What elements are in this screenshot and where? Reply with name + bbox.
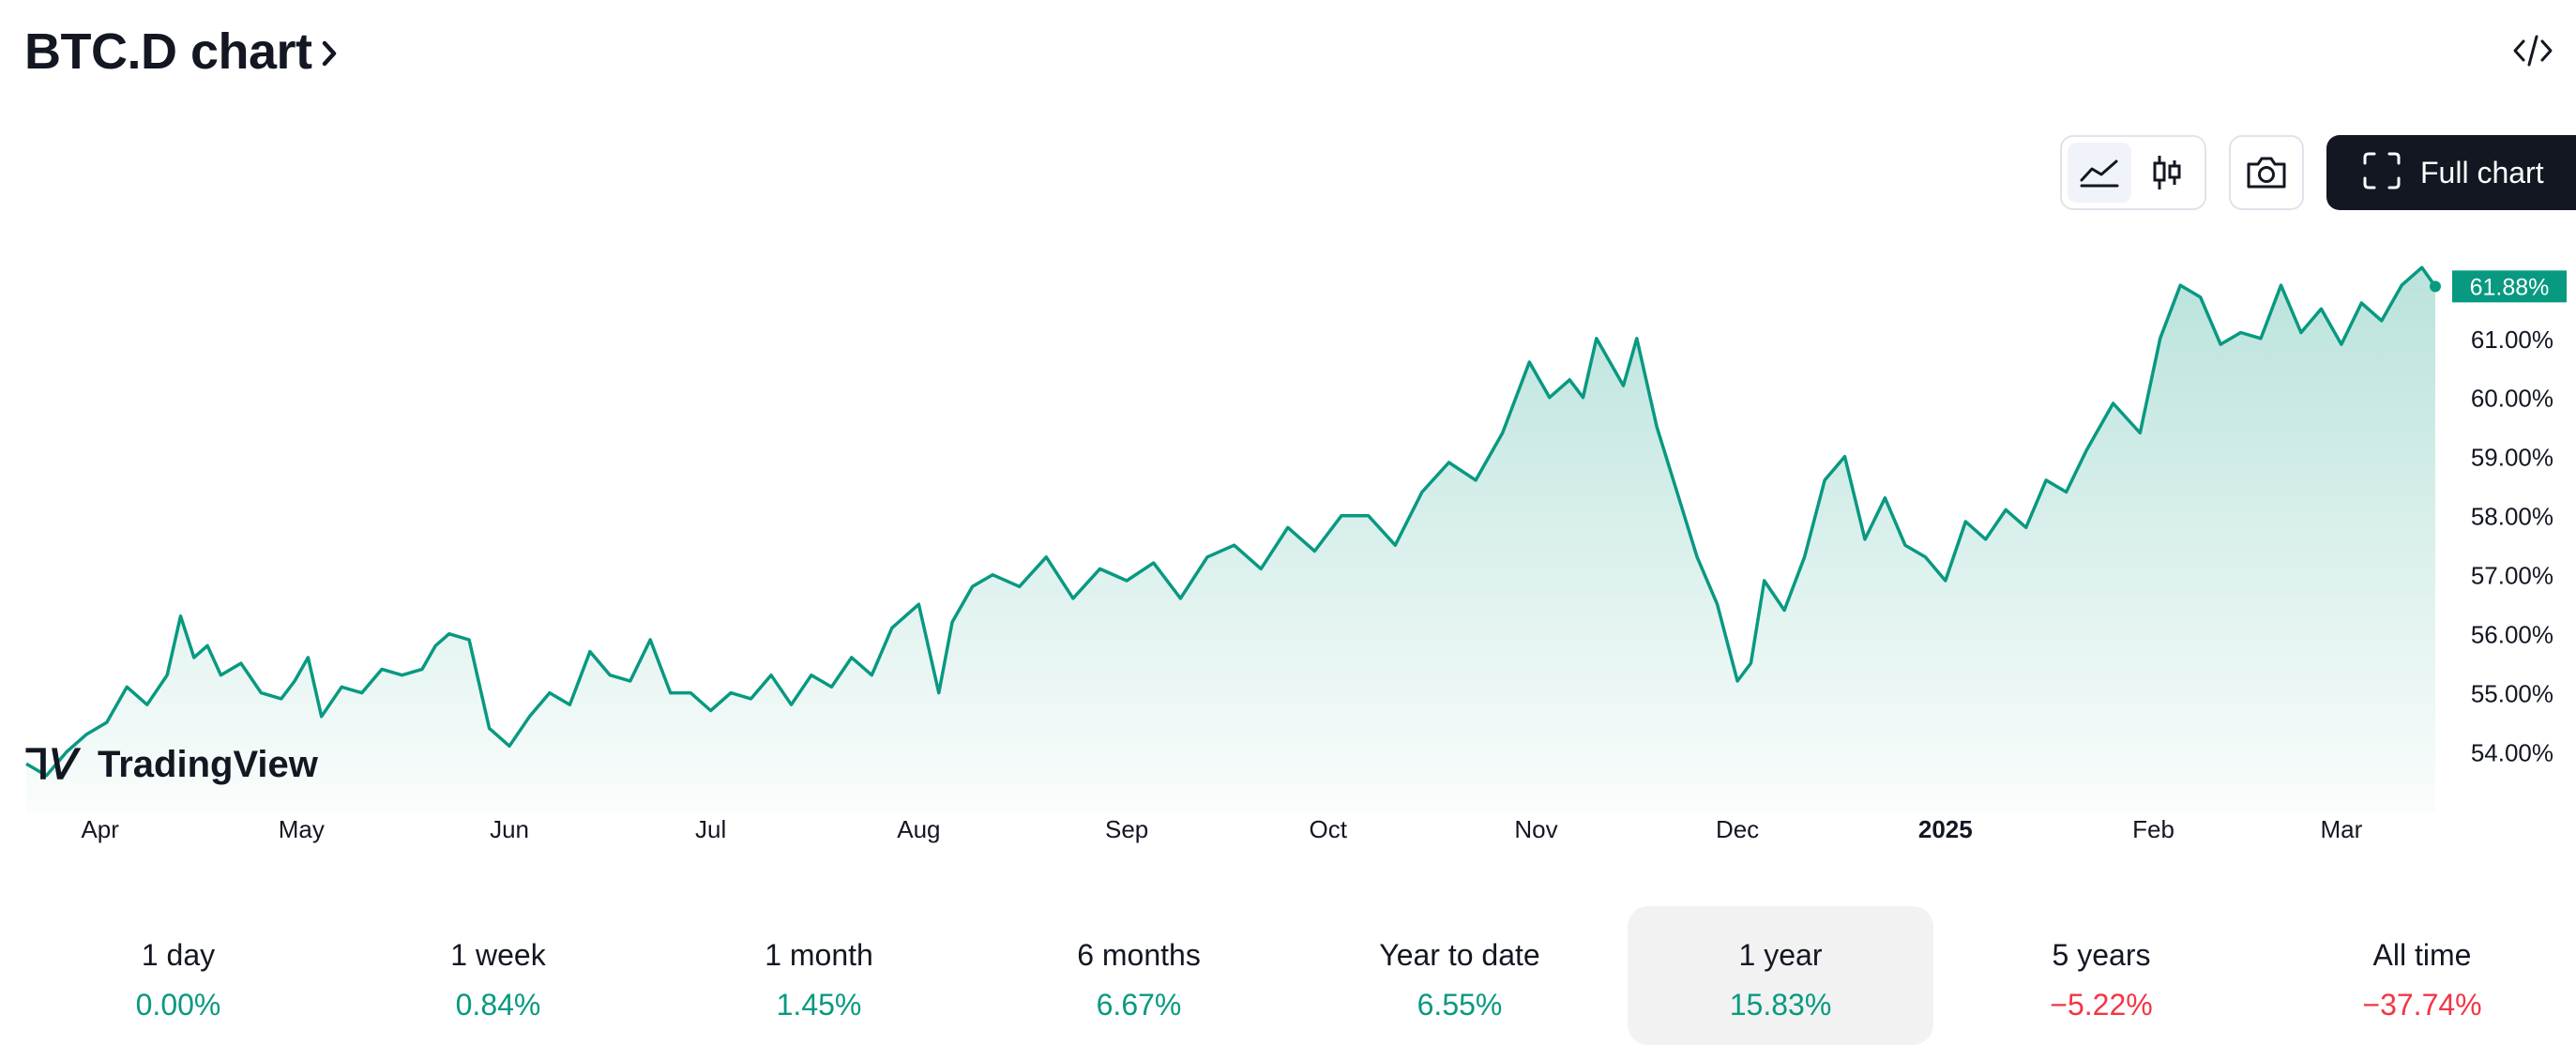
chart-title: BTC.D chart <box>24 23 312 80</box>
chart-title-link[interactable]: BTC.D chart <box>24 23 341 81</box>
period-change-value: 0.00% <box>135 988 221 1022</box>
x-tick-label: Feb <box>2132 815 2174 843</box>
period-change-value: 0.84% <box>455 988 541 1022</box>
period-label: All time <box>2372 938 2472 972</box>
area-chart-icon[interactable] <box>2068 143 2131 203</box>
camera-icon[interactable] <box>2229 135 2304 210</box>
x-tick-label: Oct <box>1309 815 1347 843</box>
y-tick-label: 61.00% <box>2471 326 2553 354</box>
period-label: Year to date <box>1379 938 1540 972</box>
y-tick-label: 60.00% <box>2471 385 2553 413</box>
last-value-badge <box>2452 270 2567 303</box>
y-tick-label: 55.00% <box>2471 680 2553 708</box>
x-tick-label: Apr <box>81 815 119 843</box>
x-tick-label: Jul <box>695 815 726 843</box>
period-tab[interactable]: 5 years −5.22% <box>1948 906 2254 1045</box>
x-tick-label: Dec <box>1716 815 1759 843</box>
period-tab[interactable]: All time −37.74% <box>2269 906 2575 1045</box>
x-tick-label: Nov <box>1514 815 1557 843</box>
y-tick-label: 59.00% <box>2471 444 2553 472</box>
period-selector: 1 day 0.00% 1 week 0.84% 1 month 1.45% 6 month… <box>0 906 2576 1045</box>
x-tick-label: 2025 <box>1918 815 1973 843</box>
last-point-dot <box>2430 280 2441 293</box>
y-tick-label: 56.00% <box>2471 621 2553 649</box>
period-label: 5 years <box>2052 938 2151 972</box>
period-tab[interactable]: Year to date 6.55% <box>1307 906 1613 1045</box>
period-label: 1 day <box>141 938 216 972</box>
y-tick-label: 58.00% <box>2471 503 2553 531</box>
code-embed-icon[interactable] <box>2510 28 2555 73</box>
area-fill <box>26 267 2435 812</box>
chevron-right-icon <box>320 38 341 74</box>
period-tab[interactable]: 1 year 15.83% <box>1628 906 1933 1045</box>
full-chart-button[interactable]: Full chart <box>2326 135 2576 210</box>
y-tick-label: 57.00% <box>2471 562 2553 590</box>
chart-type-switcher <box>2060 135 2206 210</box>
period-tab[interactable]: 1 week 0.84% <box>345 906 651 1045</box>
period-change-value: −37.74% <box>2362 988 2482 1022</box>
tradingview-logo: ⅂𝘝 TradingView <box>25 742 319 788</box>
period-tab[interactable]: 6 months 6.67% <box>986 906 1292 1045</box>
period-label: 1 month <box>765 938 873 972</box>
x-tick-label: Mar <box>2320 815 2362 843</box>
period-change-value: 6.55% <box>1417 988 1503 1022</box>
period-tab[interactable]: 1 day 0.00% <box>25 906 331 1045</box>
candlestick-icon[interactable] <box>2135 143 2199 203</box>
period-tab[interactable]: 1 month 1.45% <box>666 906 972 1045</box>
watermark-text: TradingView <box>98 744 319 785</box>
period-change-value: −5.22% <box>2050 988 2153 1022</box>
series-line <box>25 265 2437 778</box>
x-tick-label: May <box>279 815 325 843</box>
full-chart-label: Full chart <box>2420 155 2544 189</box>
svg-text:⅂𝘝: ⅂𝘝 <box>25 742 82 788</box>
period-change-value: 15.83% <box>1729 988 1832 1022</box>
x-tick-label: Jun <box>490 815 529 843</box>
y-tick-label: 54.00% <box>2471 739 2553 767</box>
period-label: 6 months <box>1077 938 1201 972</box>
period-change-value: 1.45% <box>776 988 862 1022</box>
x-tick-label: Aug <box>897 815 940 843</box>
fullscreen-icon <box>2362 151 2402 195</box>
x-tick-label: Sep <box>1105 815 1148 843</box>
chart-toolbar: Full chart <box>2060 135 2576 210</box>
last-value-label: 61.88% <box>2470 274 2550 300</box>
period-change-value: 6.67% <box>1096 988 1182 1022</box>
price-chart[interactable]: 61.00% 60.00% 59.00% 58.00% 57.00% 56.00% 55.0… <box>0 244 2576 863</box>
period-label: 1 year <box>1738 938 1823 972</box>
period-label: 1 week <box>450 938 546 972</box>
